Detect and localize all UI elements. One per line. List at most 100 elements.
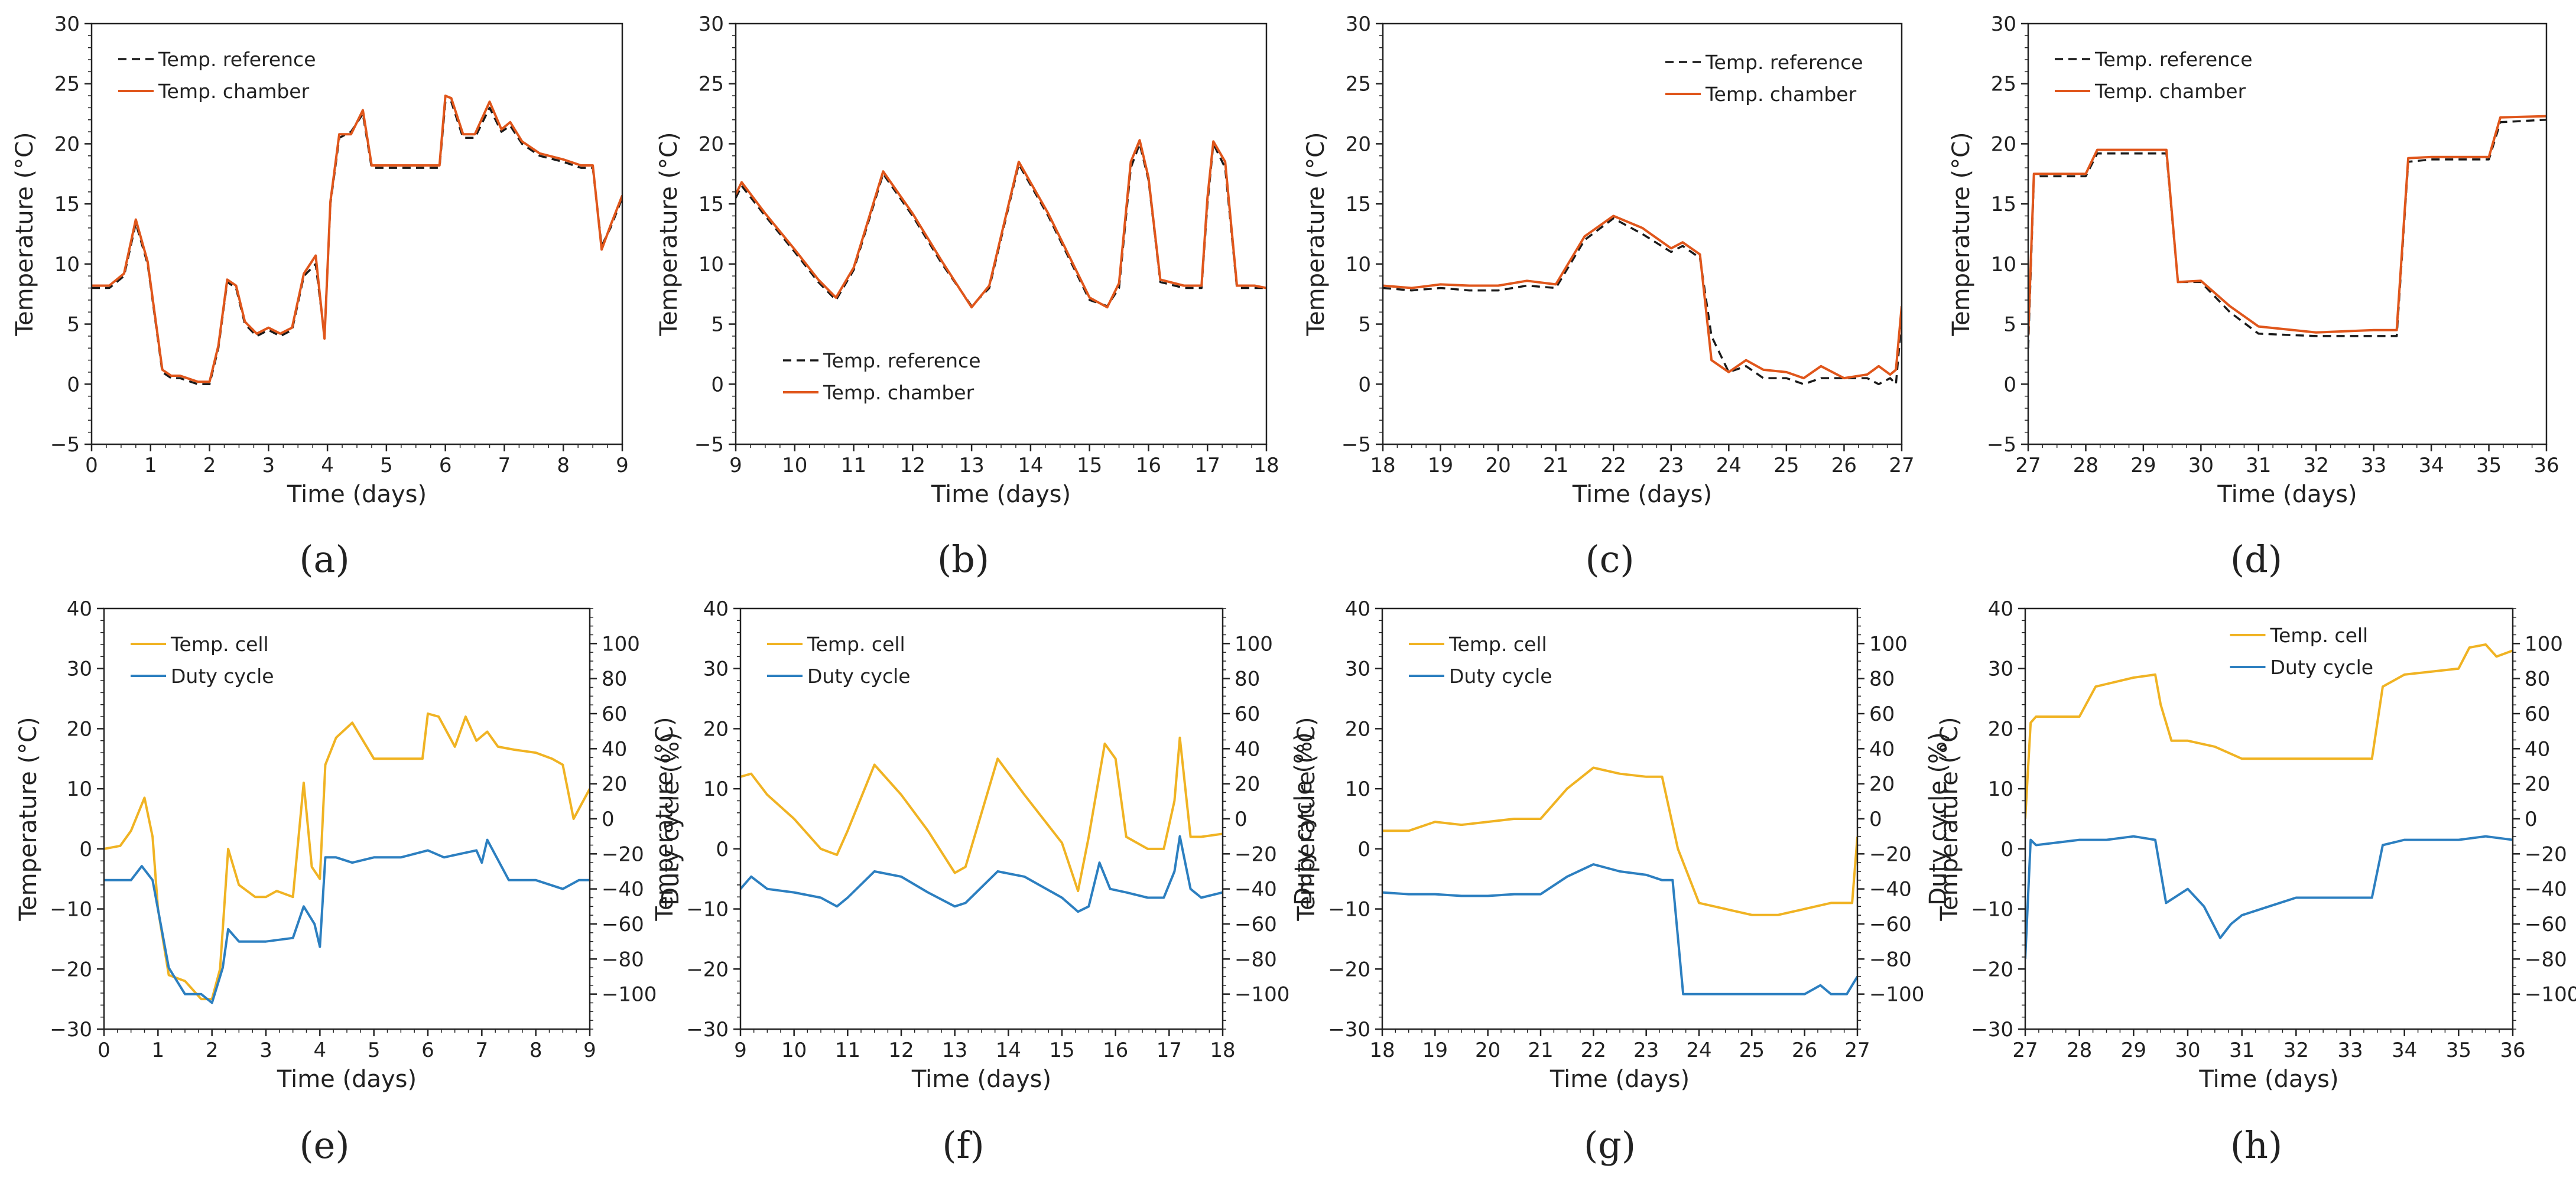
y2-tick-label: −100 xyxy=(602,983,657,1007)
series-line-duty-cycle xyxy=(2025,835,2513,959)
x-tick-label: 31 xyxy=(2229,1039,2255,1062)
y2-tick-label: −60 xyxy=(1869,913,1912,936)
y2-tick-label: −40 xyxy=(1235,878,1277,902)
panel-label: (e) xyxy=(299,1124,349,1167)
y2-tick-label: −60 xyxy=(602,913,644,936)
y-tick-label: 25 xyxy=(54,73,80,96)
x-tick-label: 27 xyxy=(2012,1039,2038,1062)
y2-tick-label: −40 xyxy=(602,878,644,902)
x-tick-label: 9 xyxy=(583,1039,596,1062)
x-tick-label: 21 xyxy=(1528,1039,1553,1062)
y-tick-label: −20 xyxy=(1971,958,2013,981)
x-axis-label: Time (days) xyxy=(2217,481,2357,508)
x-tick-label: 9 xyxy=(616,454,629,477)
x-tick-label: 0 xyxy=(85,454,98,477)
x-tick-label: 2 xyxy=(203,454,216,477)
y-tick-label: 30 xyxy=(1991,12,2016,36)
series-line-duty-cycle xyxy=(104,838,590,1004)
panel-label: (h) xyxy=(2230,1124,2282,1167)
y-tick-label: 5 xyxy=(711,313,724,337)
y-tick-label: −30 xyxy=(50,1018,92,1042)
legend-label: Temp. chamber xyxy=(1705,83,1857,106)
x-tick-label: 30 xyxy=(2175,1039,2200,1062)
series-line-duty-cycle xyxy=(1382,863,1857,995)
y-tick-label: 5 xyxy=(2003,313,2016,337)
y2-tick-label: 100 xyxy=(1869,632,1908,656)
y2-tick-label: −60 xyxy=(2525,913,2567,936)
series-line-temp-chamber xyxy=(92,95,622,383)
x-tick-label: 4 xyxy=(321,454,334,477)
y-tick-label: −30 xyxy=(686,1018,729,1042)
y-tick-label: 30 xyxy=(1346,12,1371,36)
y-axis-label: Temperature (°C) xyxy=(655,132,683,336)
y-tick-label: 40 xyxy=(1988,597,2013,621)
y-tick-label: −20 xyxy=(686,958,729,981)
y-tick-label: 0 xyxy=(1357,838,1370,861)
y2-tick-label: −80 xyxy=(1235,948,1277,971)
legend-label: Temp. cell xyxy=(2270,624,2369,647)
x-tick-label: 20 xyxy=(1475,1039,1500,1062)
x-tick-label: 14 xyxy=(996,1039,1021,1062)
y-tick-label: 30 xyxy=(54,12,80,36)
y-tick-label: 0 xyxy=(716,838,729,861)
y-tick-label: −5 xyxy=(1987,433,2016,457)
y-tick-label: 15 xyxy=(54,193,80,216)
x-tick-label: 26 xyxy=(1831,454,1857,477)
y-tick-label: −10 xyxy=(1971,898,2013,922)
y2-tick-label: 80 xyxy=(1869,668,1895,691)
y-tick-label: 25 xyxy=(699,73,724,96)
x-tick-label: 15 xyxy=(1049,1039,1074,1062)
y-tick-label: 30 xyxy=(1988,658,2013,681)
series-line-temp-reference xyxy=(92,100,622,386)
x-tick-label: 19 xyxy=(1422,1039,1448,1062)
x-tick-label: 20 xyxy=(1485,454,1510,477)
y2-tick-label: −100 xyxy=(2525,983,2576,1007)
y2-tick-label: −20 xyxy=(2525,842,2567,866)
series-line-temp-cell xyxy=(740,736,1223,893)
legend-label: Temp. chamber xyxy=(2094,80,2246,103)
series-line-temp-cell xyxy=(2025,643,2513,819)
x-tick-label: 14 xyxy=(1018,454,1043,477)
legend-label: Duty cycle xyxy=(807,665,911,688)
y-tick-label: 0 xyxy=(1358,373,1371,396)
x-tick-label: 12 xyxy=(888,1039,914,1062)
y2-tick-label: −100 xyxy=(1869,983,1924,1007)
x-tick-label: 4 xyxy=(314,1039,327,1062)
y2-tick-label: −80 xyxy=(602,948,644,971)
legend-label: Temp. reference xyxy=(158,48,316,71)
x-tick-label: 34 xyxy=(2392,1039,2417,1062)
x-tick-label: 9 xyxy=(734,1039,747,1062)
x-tick-label: 8 xyxy=(530,1039,543,1062)
y-tick-label: 10 xyxy=(54,253,80,276)
y-tick-label: −5 xyxy=(694,433,724,457)
x-tick-label: 12 xyxy=(900,454,925,477)
x-tick-label: 17 xyxy=(1195,454,1220,477)
y2-tick-label: −20 xyxy=(602,842,644,866)
y2-axis-label: Duty cycle (%) xyxy=(657,732,684,906)
legend-label: Duty cycle xyxy=(2270,656,2374,679)
y-tick-label: 15 xyxy=(1346,193,1371,216)
x-tick-label: 31 xyxy=(2246,454,2271,477)
y2-tick-label: 0 xyxy=(2525,808,2538,831)
y2-tick-label: 100 xyxy=(1235,632,1273,656)
x-tick-label: 22 xyxy=(1601,454,1626,477)
panel-h: 27 28 29 30 31 32 33 34 35 36−30−20−10010203040−1… xyxy=(1936,597,2576,1167)
x-tick-label: 34 xyxy=(2418,454,2444,477)
series-line-temp-reference xyxy=(2028,118,2546,349)
x-axis-label: Time (days) xyxy=(1572,481,1712,508)
x-axis-label: Time (days) xyxy=(287,481,427,508)
y2-tick-label: 60 xyxy=(2525,702,2550,726)
x-tick-label: 16 xyxy=(1103,1039,1128,1062)
legend-label: Temp. cell xyxy=(170,633,269,656)
y-tick-label: −10 xyxy=(686,898,729,922)
x-tick-label: 8 xyxy=(557,454,570,477)
x-tick-label: 6 xyxy=(439,454,452,477)
y-tick-label: 15 xyxy=(1991,193,2016,216)
x-tick-label: 35 xyxy=(2476,454,2502,477)
panel-e: 0 1 2 3 4 5 6 7 8 9−30−20−10010203040−100−80−60−4… xyxy=(15,597,684,1167)
y-tick-label: −5 xyxy=(1341,433,1371,457)
y-tick-label: 15 xyxy=(699,193,724,216)
